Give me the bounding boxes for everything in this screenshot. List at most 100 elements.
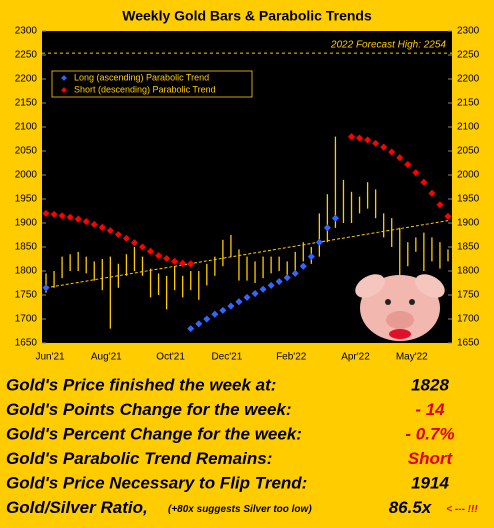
x-tick-label: Oct'21 <box>156 352 185 363</box>
trend-point <box>227 302 235 310</box>
y-tick-label: 2100 <box>457 122 480 133</box>
trend-point <box>372 139 380 147</box>
y-tick-label: 2200 <box>15 74 38 85</box>
y-tick-label: 2200 <box>457 74 480 85</box>
y-tick-label: 1850 <box>457 242 480 253</box>
trend-point <box>307 253 315 261</box>
trend-point <box>82 218 90 226</box>
row-value: Short <box>408 449 454 468</box>
trend-point <box>58 212 66 220</box>
y-tick-label: 1750 <box>15 290 38 301</box>
pig-snout <box>386 311 414 329</box>
y-tick-label: 1700 <box>15 314 38 325</box>
pig-lips <box>389 329 411 339</box>
trend-point <box>404 160 412 168</box>
pig-ear <box>355 274 385 298</box>
trend-point <box>163 254 171 263</box>
trend-point <box>436 201 444 209</box>
y-tick-label: 2100 <box>15 122 38 133</box>
trend-point <box>98 223 106 231</box>
trend-point <box>219 306 227 314</box>
trend-point <box>364 136 372 144</box>
trend-point <box>291 269 299 277</box>
y-tick-label: 1950 <box>457 194 480 205</box>
y-tick-label: 2050 <box>457 146 480 157</box>
row-label: Gold's Price finished the week at: <box>6 375 276 394</box>
trend-point <box>388 148 396 156</box>
trend-point <box>315 238 323 246</box>
y-tick-label: 1700 <box>457 314 480 325</box>
trend-point <box>42 284 50 292</box>
trend-point <box>428 189 436 197</box>
trend-point <box>243 293 251 301</box>
y-tick-label: 2300 <box>15 26 38 37</box>
y-tick-label: 2150 <box>457 98 480 109</box>
trend-point <box>187 325 195 333</box>
pig-head <box>360 275 440 341</box>
trend-point <box>444 212 452 220</box>
trend-point <box>211 310 219 318</box>
trend-point <box>356 134 364 142</box>
y-tick-label: 1800 <box>457 266 480 277</box>
pig-eye <box>409 299 415 305</box>
ratio-value: 86.5x <box>389 498 433 517</box>
y-tick-label: 1900 <box>457 218 480 229</box>
ratio-label: Gold/Silver Ratio, <box>6 498 148 517</box>
row-label: Gold's Price Necessary to Flip Trend: <box>6 473 307 492</box>
y-tick-label: 1800 <box>15 266 38 277</box>
pig-ear <box>415 274 445 298</box>
trend-point <box>74 215 82 223</box>
y-tick-label: 2250 <box>457 50 480 61</box>
x-tick-label: Dec'21 <box>211 352 242 363</box>
trend-point <box>412 169 420 177</box>
trend-point <box>146 247 155 255</box>
y-tick-label: 1900 <box>15 218 38 229</box>
row-label: Gold's Points Change for the week: <box>6 400 292 419</box>
row-value: 1828 <box>411 375 449 394</box>
forecast-label: 2022 Forecast High: 2254 <box>330 40 447 51</box>
trend-point <box>42 209 50 217</box>
y-tick-label: 2050 <box>15 146 38 157</box>
trend-point <box>195 320 203 328</box>
trend-line <box>45 220 449 289</box>
trend-point <box>251 290 259 298</box>
y-tick-label: 1950 <box>15 194 38 205</box>
trend-point <box>323 224 331 232</box>
y-tick-label: 2300 <box>457 26 480 37</box>
trend-point <box>50 210 58 218</box>
plot: 2022 Forecast High: 2254 Long (ascending)… <box>42 30 452 344</box>
x-tick-label: Aug'21 <box>91 352 122 363</box>
trend-point <box>331 214 339 222</box>
trend-point <box>380 143 388 151</box>
trend-point <box>171 257 179 265</box>
trend-point <box>114 230 122 239</box>
ratio-flag: < --- !!! <box>446 504 478 515</box>
trend-point <box>283 274 291 282</box>
trend-point <box>299 262 307 270</box>
trend-point <box>66 213 74 221</box>
table: Gold's Price finished the week at: 1828 Go… <box>6 375 478 517</box>
row-value: - 0.7% <box>405 424 454 443</box>
y-tick-label: 2000 <box>457 170 480 181</box>
x-tick-label: May'22 <box>396 352 428 363</box>
y-tick-label: 2250 <box>15 50 38 61</box>
x-tick-label: Apr'22 <box>341 352 370 363</box>
y-tick-label: 1650 <box>457 338 480 349</box>
trend-point <box>347 133 356 141</box>
trend-point <box>267 281 275 289</box>
trend-point <box>420 178 428 186</box>
chart-title: Weekly Gold Bars & Parabolic Trends <box>122 8 372 24</box>
y-tick-label: 2000 <box>15 170 38 181</box>
y-tick-label: 1650 <box>15 338 38 349</box>
row-label: Gold's Percent Change for the week: <box>6 424 302 443</box>
trend-point <box>275 278 283 286</box>
row-value: 1914 <box>411 473 449 492</box>
trend-point <box>396 154 404 162</box>
pig <box>355 274 445 341</box>
y-tick-label: 1850 <box>15 242 38 253</box>
pig-eye <box>385 299 391 305</box>
y-tick-label: 2150 <box>15 98 38 109</box>
ratio-note: (+80x suggests Silver too low) <box>168 504 312 515</box>
trend-point <box>90 220 98 228</box>
